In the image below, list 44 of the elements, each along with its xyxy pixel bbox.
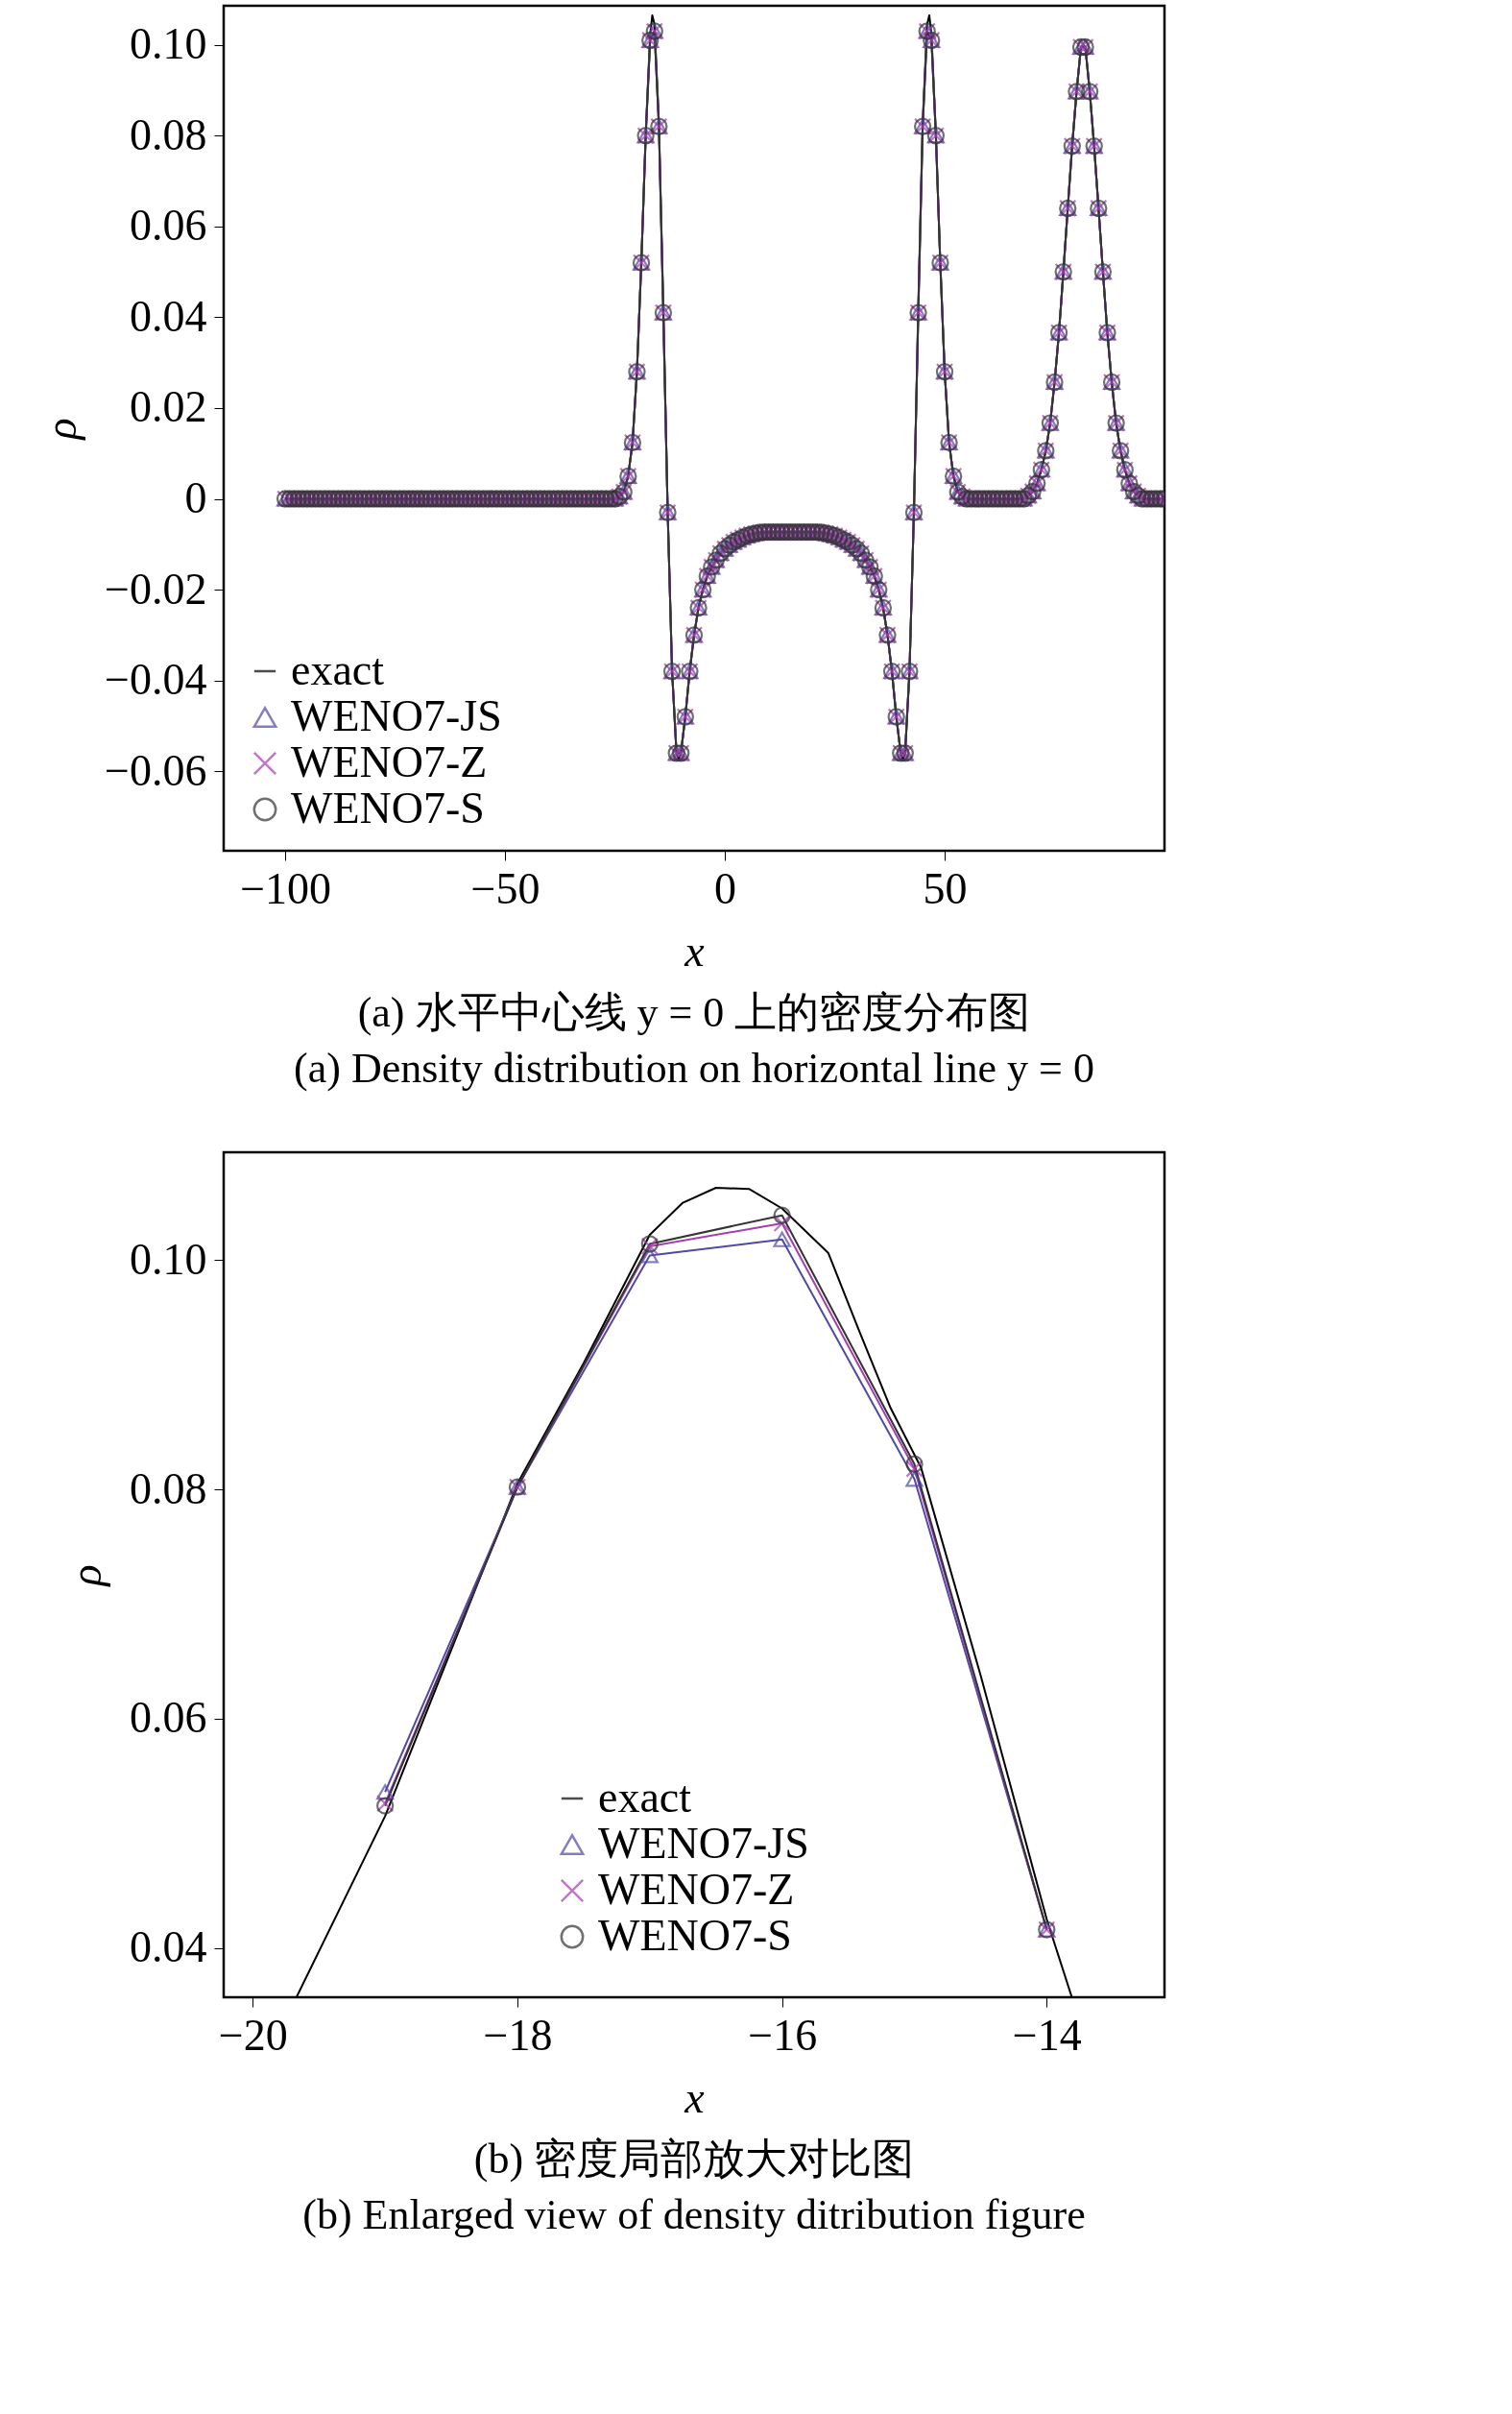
text: (b) Enlarged view of density ditribution figure [302,2191,1086,2238]
y-tick-label: −0.04 [105,655,207,705]
point [773,1231,791,1247]
x-tick-label: −14 [1012,2010,1082,2060]
text: (a) 水平中心线 y = 0 上的密度分布图 [357,989,1031,1036]
legend-label: WENO7-S [291,784,485,833]
x-axis-title: x [684,926,706,976]
legend-label: WENO7-JS [598,1819,809,1868]
point [905,1460,924,1478]
y-tick-label: 0.08 [130,1463,207,1513]
legend-label: exact [291,645,385,694]
y-tick-label: 0.04 [130,1922,207,1972]
point [773,1214,791,1233]
point [773,1206,791,1224]
text: (a) Density distribution on horizontal line y = 0 [294,1045,1094,1092]
y-tick-label: 0.10 [130,19,207,69]
x-tick-label: −100 [240,863,332,913]
x-tick-label: −50 [470,863,540,913]
y-tick-label: 0.10 [130,1234,207,1284]
x-tick-label: 50 [923,863,968,913]
point [905,1471,924,1487]
y-tick-label: 0.04 [130,291,207,341]
point [640,1247,659,1264]
legend-label: exact [598,1773,692,1822]
y-tick-label: 0.02 [130,382,207,432]
y-tick-label: −0.06 [105,745,207,795]
x-tick-label: −18 [483,2010,553,2060]
y-axis-title: ρ [36,418,86,442]
y-tick-label: 0.06 [130,201,207,251]
legend-label: WENO7-Z [291,737,488,786]
y-tick-label: 0.06 [130,1693,207,1743]
y-axis-title: ρ [61,1564,110,1588]
text: (b) 密度局部放大对比图 [473,2136,915,2183]
x-tick-label: −16 [748,2010,818,2060]
legend-label: WENO7-Z [598,1865,795,1914]
legend-label: WENO7-S [598,1911,792,1960]
x-axis-title: x [684,2072,706,2122]
point [905,1455,924,1473]
y-tick-label: 0 [184,473,207,523]
y-tick-label: −0.02 [105,564,207,614]
x-tick-label: 0 [714,863,737,913]
legend-label: WENO7-JS [291,691,502,740]
y-tick-label: 0.08 [130,109,207,159]
x-tick-label: −20 [218,2010,288,2060]
